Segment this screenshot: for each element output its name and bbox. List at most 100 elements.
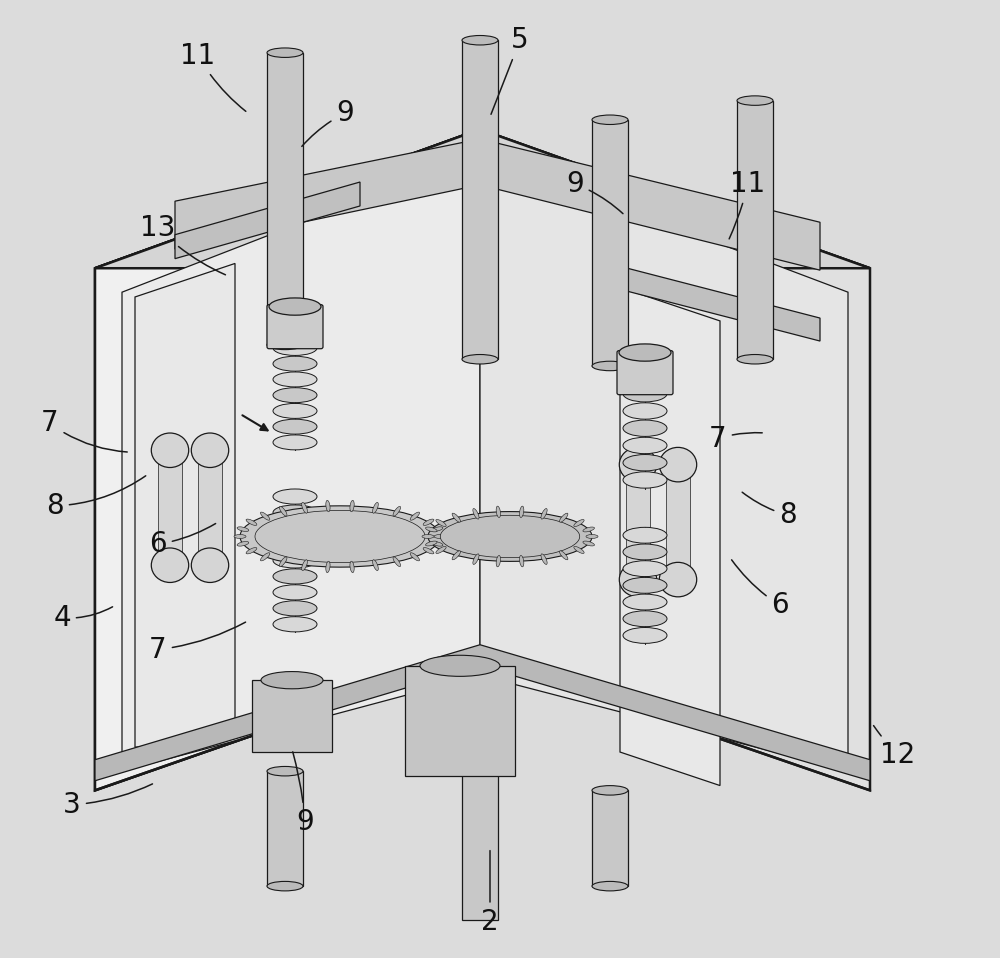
Polygon shape [480,153,848,771]
Text: 5: 5 [491,26,529,114]
Polygon shape [175,182,360,259]
Bar [626,465,650,580]
Bar [462,40,498,359]
Ellipse shape [583,541,594,546]
Ellipse shape [436,519,446,527]
Polygon shape [620,266,820,341]
Ellipse shape [423,519,434,525]
Ellipse shape [267,881,303,891]
Polygon shape [175,139,480,249]
Ellipse shape [423,548,434,554]
Ellipse shape [237,527,249,532]
Text: 11: 11 [180,41,246,111]
Polygon shape [95,129,870,268]
Ellipse shape [273,489,317,504]
Ellipse shape [659,447,697,482]
Ellipse shape [583,527,594,532]
Ellipse shape [541,554,547,564]
Ellipse shape [326,561,330,573]
Ellipse shape [246,548,257,554]
Polygon shape [480,139,820,270]
Ellipse shape [273,420,317,434]
Bar [158,450,182,565]
Ellipse shape [619,447,657,482]
Ellipse shape [260,553,270,560]
Ellipse shape [619,344,671,361]
Ellipse shape [267,48,303,57]
Text: 9: 9 [566,170,623,214]
Ellipse shape [623,385,667,402]
Ellipse shape [326,500,330,512]
Polygon shape [95,129,480,790]
Ellipse shape [574,546,584,554]
Text: 12: 12 [874,725,916,769]
Ellipse shape [623,544,667,559]
Bar [592,790,628,886]
Ellipse shape [428,512,592,561]
Ellipse shape [592,786,628,795]
Text: 2: 2 [481,851,499,936]
Ellipse shape [267,766,303,776]
Ellipse shape [559,513,568,522]
Ellipse shape [151,433,189,468]
Polygon shape [122,153,480,771]
Ellipse shape [255,511,425,562]
FancyBboxPatch shape [252,680,332,752]
Text: 11: 11 [729,170,766,239]
Ellipse shape [574,519,584,527]
Ellipse shape [273,388,317,402]
Ellipse shape [279,557,287,566]
Polygon shape [95,129,870,268]
Ellipse shape [623,437,667,454]
Ellipse shape [393,507,401,516]
Ellipse shape [350,561,354,573]
Polygon shape [95,645,870,781]
Ellipse shape [462,35,498,45]
Ellipse shape [592,361,628,371]
Ellipse shape [452,551,461,559]
Ellipse shape [273,403,317,419]
Bar [592,120,628,366]
Ellipse shape [559,551,568,559]
Ellipse shape [269,298,321,315]
Ellipse shape [659,562,697,597]
Ellipse shape [737,96,773,105]
Text: 13: 13 [140,214,225,275]
Ellipse shape [273,553,317,568]
Ellipse shape [240,506,440,567]
Ellipse shape [246,519,257,525]
Ellipse shape [623,560,667,577]
Ellipse shape [426,541,437,546]
Text: 7: 7 [709,424,762,453]
Bar [462,762,498,920]
Ellipse shape [260,513,270,520]
Ellipse shape [273,372,317,387]
Polygon shape [480,129,870,790]
Ellipse shape [279,507,287,516]
Ellipse shape [237,541,249,546]
Ellipse shape [623,611,667,627]
Bar [267,53,303,345]
Ellipse shape [623,402,667,420]
Ellipse shape [520,556,524,567]
Ellipse shape [592,881,628,891]
Ellipse shape [623,594,667,610]
Ellipse shape [623,454,667,471]
Ellipse shape [273,601,317,616]
Ellipse shape [410,513,420,520]
Ellipse shape [151,548,189,582]
Text: 7: 7 [41,409,127,452]
Ellipse shape [592,115,628,125]
Ellipse shape [420,655,500,676]
Ellipse shape [623,627,667,644]
FancyBboxPatch shape [405,666,515,776]
Ellipse shape [373,502,378,513]
Ellipse shape [623,527,667,543]
Ellipse shape [473,509,479,519]
Ellipse shape [302,502,307,513]
Polygon shape [620,287,720,786]
Ellipse shape [350,500,354,512]
Ellipse shape [473,554,479,564]
Ellipse shape [431,541,443,546]
Ellipse shape [462,354,498,364]
